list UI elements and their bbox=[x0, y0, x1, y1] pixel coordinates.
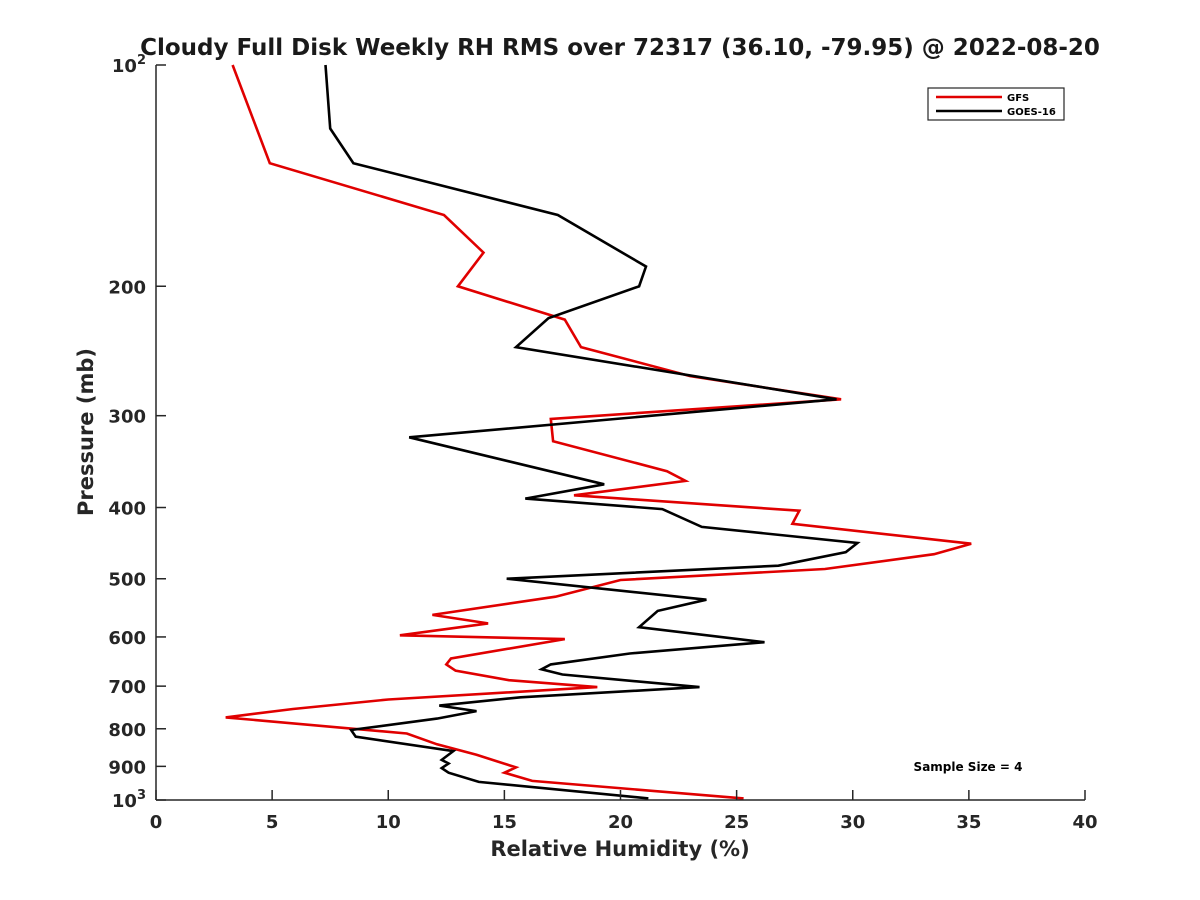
x-tick-label: 35 bbox=[956, 812, 981, 833]
y-tick-label: 900 bbox=[108, 757, 146, 778]
y-tick-label: 102 bbox=[112, 53, 146, 77]
y-axis-label: Pressure (mb) bbox=[74, 348, 98, 516]
x-tick-label: 30 bbox=[840, 812, 865, 833]
x-axis-label: Relative Humidity (%) bbox=[490, 837, 749, 861]
y-tick-label: 800 bbox=[108, 720, 146, 741]
x-tick-label: 5 bbox=[266, 812, 279, 833]
x-tick-label: 0 bbox=[150, 812, 163, 833]
y-tick-label: 600 bbox=[108, 628, 146, 649]
x-tick-label: 25 bbox=[724, 812, 749, 833]
plot-area: 0 5 10 15 20 25 30 35 40 102 200 300 400 500 600 700 800… bbox=[108, 53, 1097, 833]
y-tick-label: 103 bbox=[112, 788, 146, 812]
chart-title: Cloudy Full Disk Weekly RH RMS over 7231… bbox=[140, 35, 1100, 61]
y-tick-label: 700 bbox=[108, 677, 146, 698]
legend: GFS GOES-16 bbox=[927, 87, 1065, 121]
legend-box bbox=[927, 87, 1065, 121]
x-tick-label: 20 bbox=[608, 812, 633, 833]
y-tick-label: 400 bbox=[108, 499, 146, 520]
y-tick-label: 500 bbox=[108, 570, 146, 591]
x-tick-label: 15 bbox=[492, 812, 517, 833]
y-tick-label: 200 bbox=[108, 277, 146, 298]
sample-size-annotation: Sample Size = 4 bbox=[914, 760, 1023, 774]
x-tick-label: 40 bbox=[1072, 812, 1097, 833]
y-tick-label: 300 bbox=[108, 407, 146, 428]
series-line-goes16 bbox=[324, 64, 861, 800]
legend-label-gfs: GFS bbox=[1007, 93, 1029, 104]
legend-label-goes16: GOES-16 bbox=[1007, 107, 1056, 118]
x-tick-label: 10 bbox=[376, 812, 401, 833]
